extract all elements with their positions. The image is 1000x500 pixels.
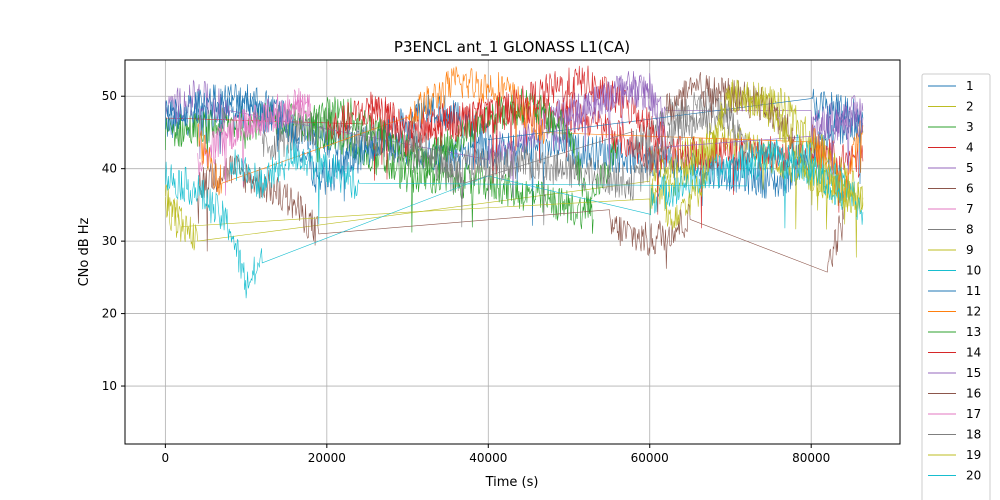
legend-label-17: 17	[966, 407, 981, 421]
legend-label-11: 11	[966, 284, 981, 298]
x-tick-label: 80000	[792, 451, 830, 465]
legend-label-18: 18	[966, 428, 981, 442]
legend-label-5: 5	[966, 161, 974, 175]
legend-label-2: 2	[966, 100, 974, 114]
legend-label-1: 1	[966, 79, 974, 93]
y-tick-label: 40	[102, 162, 117, 176]
series-line-17	[213, 88, 311, 187]
series-line-11	[165, 83, 864, 195]
legend-label-7: 7	[966, 202, 974, 216]
legend-label-10: 10	[966, 264, 981, 278]
y-tick-label: 10	[102, 379, 117, 393]
chart-title: P3ENCL ant_1 GLONASS L1(CA)	[394, 38, 630, 57]
legend-label-6: 6	[966, 182, 974, 196]
series-line-19	[665, 79, 864, 230]
legend-label-19: 19	[966, 448, 981, 462]
series-line-5	[165, 75, 864, 198]
series-line-18	[407, 97, 731, 228]
series-line-15	[552, 71, 864, 175]
x-tick-label: 40000	[469, 451, 507, 465]
x-tick-label: 60000	[631, 451, 669, 465]
legend-label-14: 14	[966, 346, 981, 360]
legend-label-20: 20	[966, 469, 981, 483]
x-axis-ticks: 0 20000 40000 60000 80000	[162, 444, 830, 465]
x-tick-label: 0	[162, 451, 170, 465]
legend-label-9: 9	[966, 243, 974, 257]
y-tick-label: 20	[102, 307, 117, 321]
legend-label-15: 15	[966, 366, 981, 380]
y-tick-label: 50	[102, 89, 117, 103]
x-tick-label: 20000	[308, 451, 346, 465]
y-tick-label: 30	[102, 234, 117, 248]
series-line-4	[165, 94, 864, 229]
legend-label-16: 16	[966, 387, 981, 401]
legend-label-4: 4	[966, 141, 974, 155]
series-line-20	[229, 133, 844, 229]
y-axis-label: CNo dB Hz	[77, 217, 92, 286]
series-line-14	[326, 65, 667, 215]
legend-label-12: 12	[966, 305, 981, 319]
series-line-8	[261, 87, 747, 199]
legend-label-13: 13	[966, 325, 981, 339]
legend-label-8: 8	[966, 223, 974, 237]
series-line-13	[310, 88, 594, 234]
plot-frame	[124, 59, 901, 445]
y-axis-ticks: 10 20 30 40 50	[102, 89, 125, 393]
legend-label-3: 3	[966, 120, 974, 134]
series-layer	[165, 65, 864, 299]
x-axis-label: Time (s)	[485, 475, 539, 490]
